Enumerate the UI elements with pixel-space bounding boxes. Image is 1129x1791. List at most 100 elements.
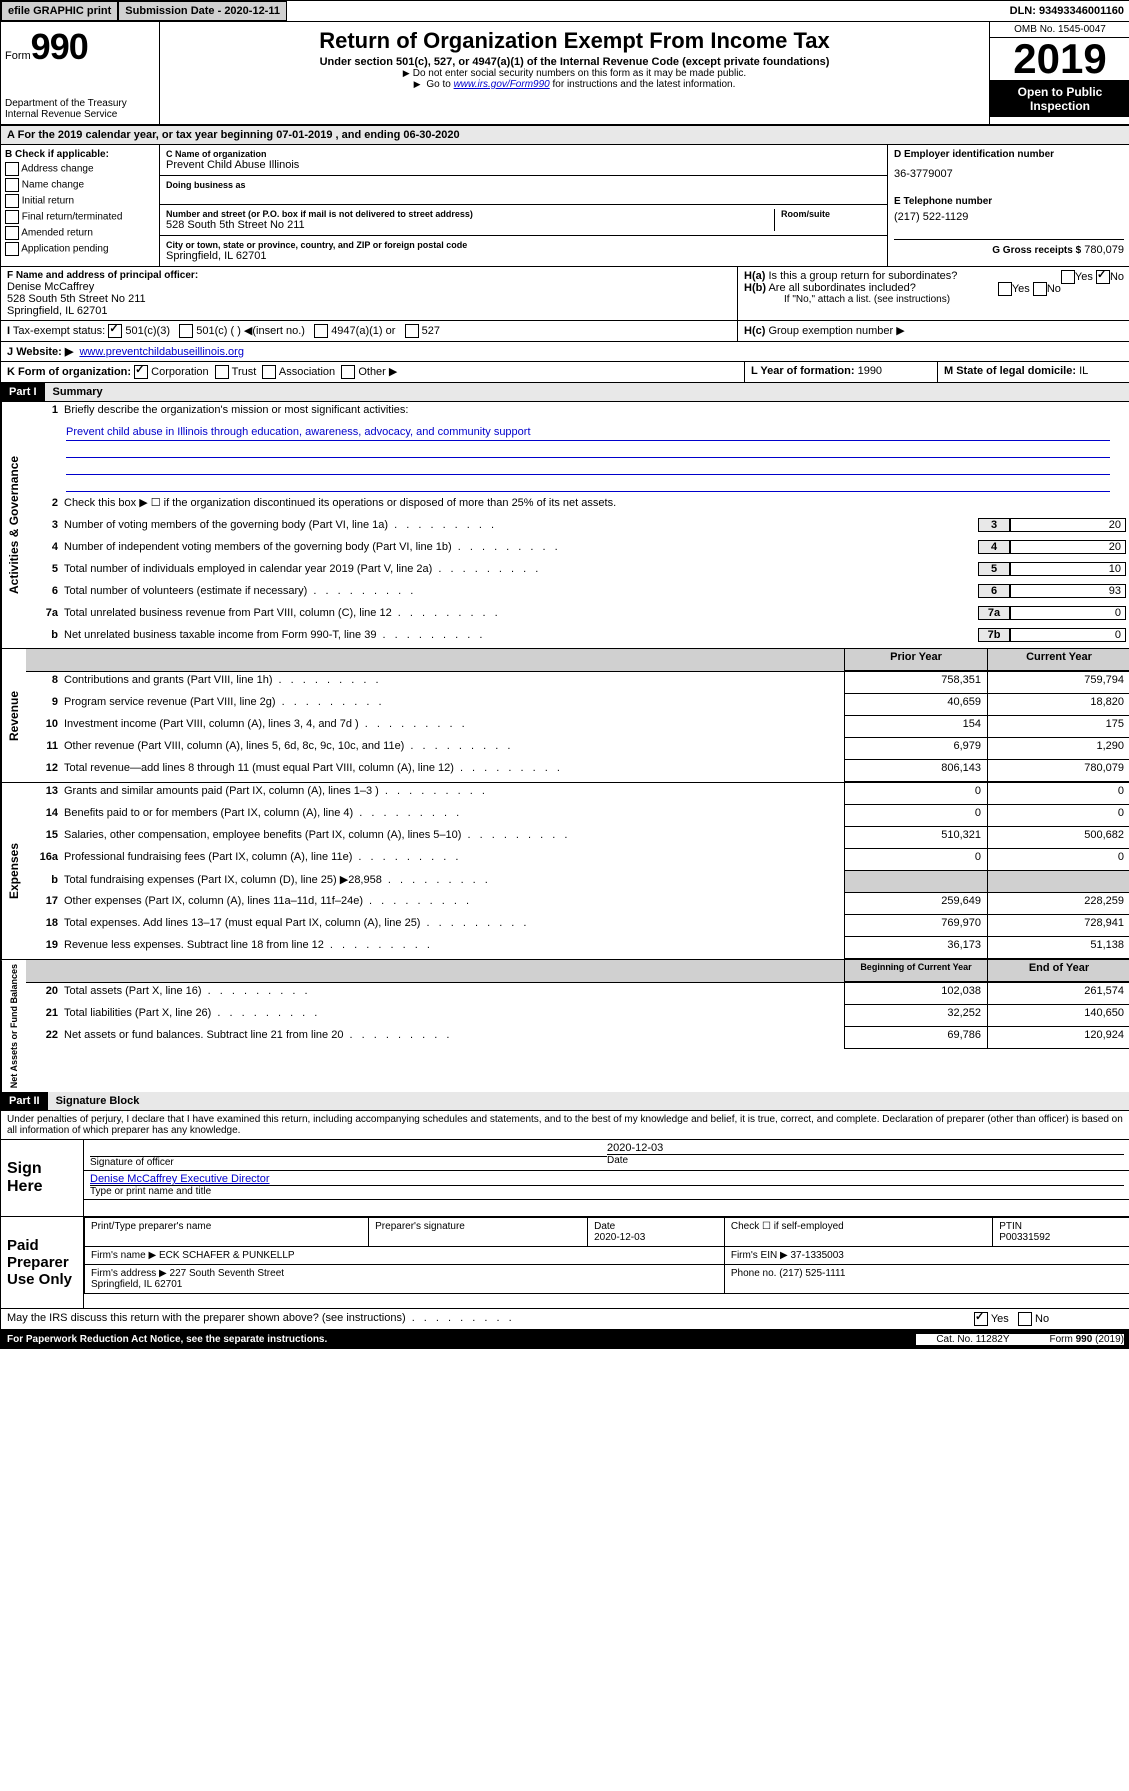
mission-blank-3 [66, 477, 1110, 492]
goto-prefix: Go to [426, 79, 453, 90]
state-domicile-value: IL [1079, 365, 1088, 377]
data-line: 9Program service revenue (Part VIII, lin… [26, 694, 1129, 716]
goto-suffix: for instructions and the latest informat… [550, 79, 736, 90]
open-to-public: Open to Public Inspection [990, 81, 1129, 117]
check-final-return[interactable]: Final return/terminated [5, 210, 155, 224]
check-trust[interactable] [215, 365, 229, 379]
part2-header-row: Part II Signature Block [1, 1092, 1129, 1111]
check-address-change[interactable]: Address change [5, 162, 155, 176]
state-domicile-label: M State of legal domicile: [944, 365, 1076, 377]
data-line: 21Total liabilities (Part X, line 26)32,… [26, 1005, 1129, 1027]
period-text: For the 2019 calendar year, or tax year … [18, 129, 460, 141]
data-line: 22Net assets or fund balances. Subtract … [26, 1027, 1129, 1049]
end-year-header: End of Year [987, 960, 1129, 982]
discuss-row: May the IRS discuss this return with the… [1, 1309, 1129, 1330]
prep-sig-header: Preparer's signature [369, 1218, 588, 1247]
tax-status-row: I Tax-exempt status: 501(c)(3) 501(c) ( … [1, 321, 1129, 342]
sidebar-expenses: Expenses [1, 783, 26, 959]
form-number: 990 [31, 26, 88, 67]
data-line: 20Total assets (Part X, line 16)102,0382… [26, 983, 1129, 1005]
officer-name: Denise McCaffrey [7, 281, 731, 293]
check-association[interactable] [262, 365, 276, 379]
website-label: Website: ▶ [16, 346, 73, 358]
net-assets-section: Net Assets or Fund Balances Beginning of… [1, 959, 1129, 1092]
data-line: 8Contributions and grants (Part VIII, li… [26, 672, 1129, 694]
data-line: 10Investment income (Part VIII, column (… [26, 716, 1129, 738]
officer-addr: 528 South 5th Street No 211 Springfield,… [7, 293, 731, 317]
check-501c[interactable] [179, 324, 193, 338]
identity-section: B Check if applicable: Address change Na… [1, 145, 1129, 267]
mission-blank-1 [66, 443, 1110, 458]
submission-date-button[interactable]: Submission Date - 2020-12-11 [118, 1, 287, 21]
check-527[interactable] [405, 324, 419, 338]
data-line: 14Benefits paid to or for members (Part … [26, 805, 1129, 827]
begin-year-header: Beginning of Current Year [844, 960, 987, 982]
gov-line: 5Total number of individuals employed in… [26, 560, 1129, 582]
ha-text: Is this a group return for subordinates? [768, 270, 957, 282]
website-row: J Website: ▶ www.preventchildabuseillino… [1, 342, 1129, 362]
check-amended-return[interactable]: Amended return [5, 226, 155, 240]
sidebar-revenue: Revenue [1, 649, 26, 782]
discuss-no[interactable] [1018, 1312, 1032, 1326]
check-initial-return[interactable]: Initial return [5, 194, 155, 208]
room-label: Room/suite [781, 209, 881, 219]
form-header: Form990 Department of the Treasury Inter… [1, 22, 1129, 126]
tel-label: E Telephone number [894, 196, 1124, 207]
discuss-yes[interactable] [974, 1312, 988, 1326]
sig-date-value: 2020-12-03 [607, 1142, 1124, 1155]
paid-preparer-table: Print/Type preparer's name Preparer's si… [84, 1217, 1129, 1294]
paid-preparer-block: Paid Preparer Use Only Print/Type prepar… [1, 1217, 1129, 1309]
addr-value: 528 South 5th Street No 211 [166, 219, 774, 231]
city-label: City or town, state or province, country… [166, 240, 881, 250]
typed-name-value: Denise McCaffrey Executive Director [90, 1173, 1124, 1186]
data-line: 16aProfessional fundraising fees (Part I… [26, 849, 1129, 871]
gov-line: 4Number of independent voting members of… [26, 538, 1129, 560]
tax-period: A For the 2019 calendar year, or tax yea… [1, 126, 1129, 145]
q1-text: Briefly describe the organization's miss… [64, 404, 1126, 416]
governance-section: Activities & Governance 1 Briefly descri… [1, 402, 1129, 648]
sidebar-net-assets: Net Assets or Fund Balances [1, 960, 26, 1092]
discuss-text: May the IRS discuss this return with the… [1, 1309, 968, 1329]
data-line: 12Total revenue—add lines 8 through 11 (… [26, 760, 1129, 782]
irs-link[interactable]: www.irs.gov/Form990 [454, 79, 550, 90]
sig-officer-label: Signature of officer [90, 1157, 607, 1168]
section-k-label: K Form of organization: [7, 366, 131, 378]
data-line: 18Total expenses. Add lines 13–17 (must … [26, 915, 1129, 937]
check-name-change[interactable]: Name change [5, 178, 155, 192]
website-link[interactable]: www.preventchildabuseillinois.org [79, 346, 243, 358]
footer-right: Form 990 (2019) [1030, 1334, 1124, 1345]
check-501c3[interactable] [108, 324, 122, 338]
form-title: Return of Organization Exempt From Incom… [164, 28, 985, 54]
check-corporation[interactable] [134, 365, 148, 379]
part1-title: Summary [45, 383, 111, 401]
data-line: 11Other revenue (Part VIII, column (A), … [26, 738, 1129, 760]
check-application-pending[interactable]: Application pending [5, 242, 155, 256]
org-name: Prevent Child Abuse Illinois [166, 159, 881, 171]
part2-badge: Part II [1, 1092, 48, 1110]
officer-row: F Name and address of principal officer:… [1, 267, 1129, 321]
paid-preparer-label: Paid Preparer Use Only [1, 1217, 84, 1308]
tax-year: 2019 [990, 38, 1129, 81]
dba-label: Doing business as [166, 180, 881, 190]
year-formation-value: 1990 [858, 365, 882, 377]
top-bar: efile GRAPHIC print Submission Date - 20… [1, 1, 1129, 22]
form-990-page: efile GRAPHIC print Submission Date - 20… [0, 0, 1129, 1349]
gov-line: 7aTotal unrelated business revenue from … [26, 604, 1129, 626]
footer-left: For Paperwork Reduction Act Notice, see … [7, 1334, 916, 1345]
footer-mid: Cat. No. 11282Y [916, 1334, 1029, 1345]
data-line: 15Salaries, other compensation, employee… [26, 827, 1129, 849]
check-other[interactable] [341, 365, 355, 379]
hb-note: If "No," attach a list. (see instruction… [744, 294, 1124, 305]
city-value: Springfield, IL 62701 [166, 250, 881, 262]
typed-name-label: Type or print name and title [90, 1186, 1124, 1197]
data-line: bTotal fundraising expenses (Part IX, co… [26, 871, 1129, 893]
org-name-label: C Name of organization [166, 149, 881, 159]
efile-print-button[interactable]: efile GRAPHIC print [1, 1, 118, 21]
revenue-section: Revenue Prior Year Current Year 8Contrib… [1, 648, 1129, 782]
form-prefix: Form [5, 50, 31, 62]
check-4947[interactable] [314, 324, 328, 338]
officer-label: F Name and address of principal officer: [7, 270, 731, 281]
self-employed-check[interactable]: Check ☐ if self-employed [724, 1218, 992, 1247]
part1-badge: Part I [1, 383, 45, 401]
gov-line: 3Number of voting members of the governi… [26, 516, 1129, 538]
